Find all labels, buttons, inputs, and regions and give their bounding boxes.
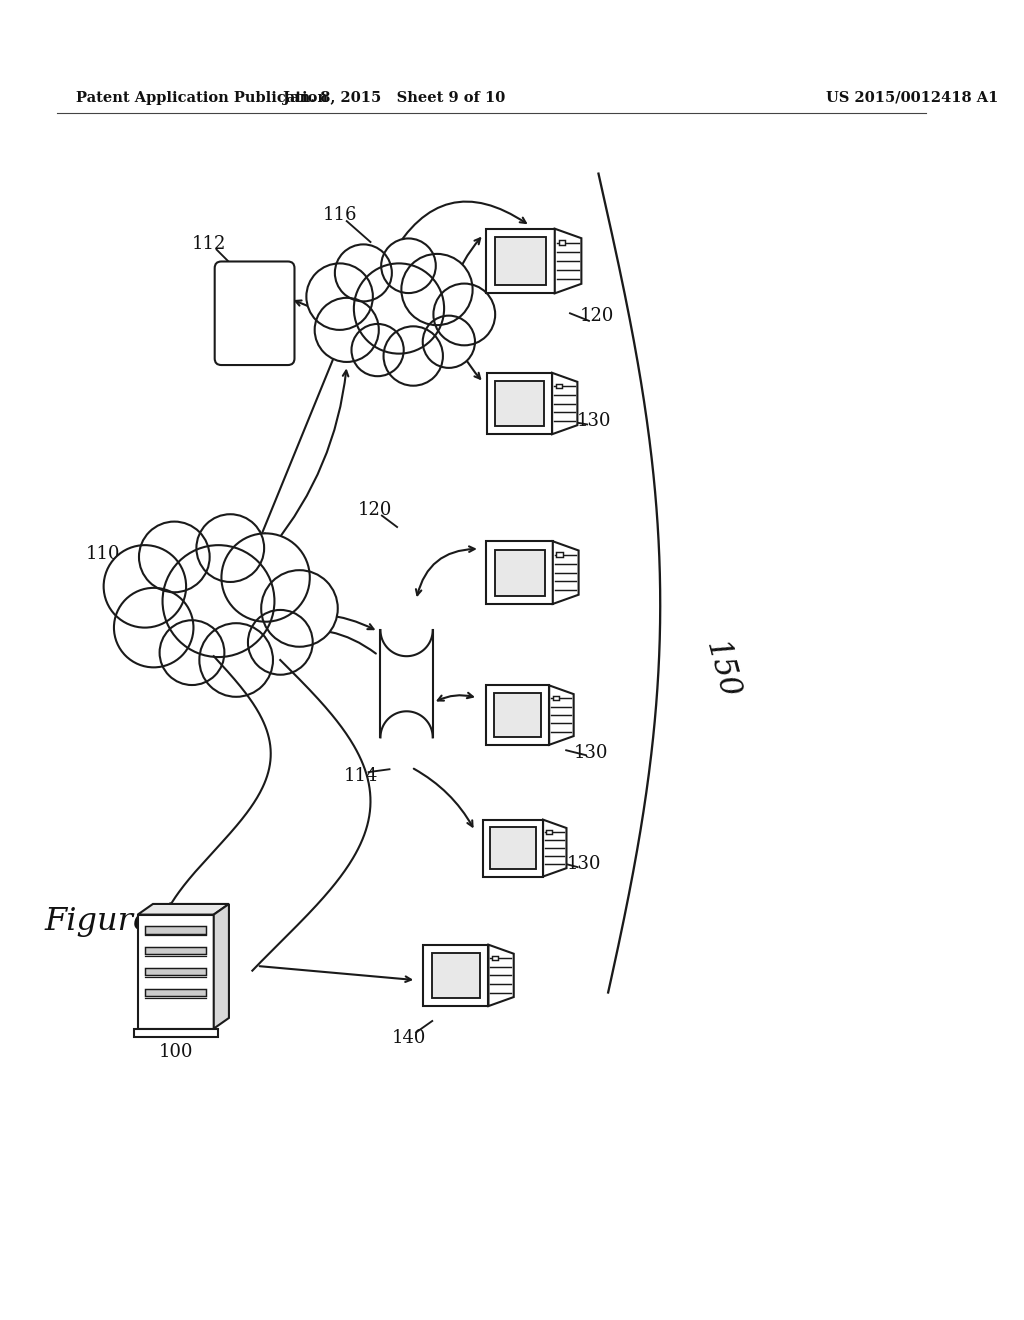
Text: 130: 130: [577, 412, 611, 429]
Bar: [553, 696, 559, 700]
FancyBboxPatch shape: [215, 261, 295, 366]
Text: 110: 110: [85, 545, 120, 562]
Circle shape: [351, 323, 403, 376]
Polygon shape: [555, 228, 582, 293]
Polygon shape: [488, 945, 514, 1006]
Circle shape: [401, 253, 473, 325]
Text: 150: 150: [699, 638, 744, 702]
Circle shape: [139, 521, 210, 593]
Bar: [486, 228, 555, 293]
Polygon shape: [549, 685, 573, 744]
Circle shape: [335, 244, 392, 301]
Bar: [547, 830, 552, 834]
Circle shape: [221, 533, 310, 622]
Circle shape: [381, 239, 436, 293]
Bar: [487, 372, 552, 434]
Bar: [486, 541, 553, 605]
Bar: [486, 685, 549, 744]
Circle shape: [163, 545, 274, 657]
Circle shape: [103, 545, 186, 627]
Text: 140: 140: [391, 1030, 426, 1047]
Bar: [424, 945, 488, 1006]
Bar: [490, 828, 536, 869]
Polygon shape: [552, 372, 578, 434]
Text: 130: 130: [573, 744, 608, 762]
Bar: [145, 927, 206, 933]
Circle shape: [433, 284, 496, 346]
Circle shape: [200, 623, 273, 697]
Circle shape: [423, 315, 475, 368]
Bar: [134, 1028, 217, 1038]
Polygon shape: [214, 904, 229, 1028]
Text: 120: 120: [358, 500, 392, 519]
Text: Jan. 8, 2015   Sheet 9 of 10: Jan. 8, 2015 Sheet 9 of 10: [283, 91, 506, 104]
Circle shape: [248, 610, 312, 675]
Polygon shape: [138, 904, 229, 915]
Text: 120: 120: [580, 308, 613, 325]
Text: 100: 100: [159, 1043, 193, 1061]
Circle shape: [354, 264, 444, 354]
Circle shape: [114, 587, 194, 668]
Bar: [495, 693, 542, 737]
Bar: [556, 552, 563, 557]
Text: Figure 9: Figure 9: [45, 906, 183, 937]
Bar: [483, 820, 543, 876]
Polygon shape: [543, 820, 566, 876]
Text: Patent Application Publication: Patent Application Publication: [76, 91, 328, 104]
Bar: [558, 240, 565, 246]
Bar: [493, 956, 499, 960]
Bar: [496, 381, 544, 426]
Bar: [495, 238, 546, 285]
Bar: [145, 989, 206, 997]
Circle shape: [381, 711, 433, 763]
Bar: [145, 968, 206, 975]
Polygon shape: [553, 541, 579, 605]
Text: 114: 114: [344, 767, 378, 785]
Text: 130: 130: [567, 855, 601, 874]
Circle shape: [384, 326, 443, 385]
Bar: [495, 549, 545, 595]
Bar: [145, 946, 206, 954]
Text: US 2015/0012418 A1: US 2015/0012418 A1: [826, 91, 998, 104]
Circle shape: [314, 298, 379, 362]
Bar: [381, 630, 433, 738]
Bar: [432, 953, 480, 998]
Text: 116: 116: [323, 206, 357, 224]
Circle shape: [381, 605, 433, 656]
Bar: [556, 384, 562, 388]
Bar: [138, 915, 214, 1028]
Circle shape: [261, 570, 338, 647]
Circle shape: [160, 620, 224, 685]
Text: 112: 112: [191, 235, 226, 253]
Circle shape: [197, 515, 264, 582]
Circle shape: [306, 264, 373, 330]
